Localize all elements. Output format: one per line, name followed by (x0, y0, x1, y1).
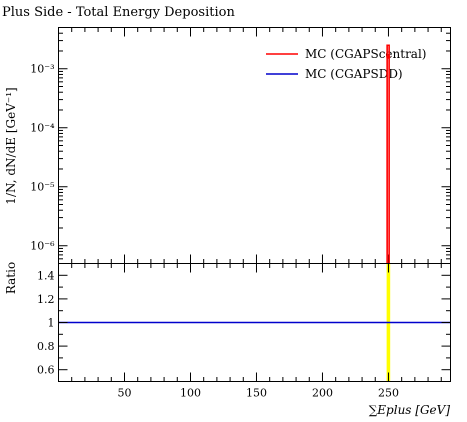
legend-label-series-1: MC (CGAPSDD) (305, 67, 403, 81)
series-line-0 (386, 44, 390, 264)
ratio-y-tick-label: 1 (48, 317, 55, 330)
ratio-y-tick-label: 1.2 (37, 293, 55, 306)
legend: MC (CGAPScentral) MC (CGAPSDD) (266, 47, 426, 81)
main-axis-ticks: 10⁻⁶ 10⁻⁵ 10⁻⁴ 10⁻³ (30, 27, 451, 264)
ratio-y-tick-label: 0.6 (37, 364, 55, 377)
legend-label-series-0: MC (CGAPScentral) (305, 47, 426, 61)
ratio-y-axis-label: Ratio (4, 262, 18, 294)
main-y-tick-label: 10⁻⁵ (30, 181, 54, 194)
main-y-tick-label: 10⁻³ (30, 63, 54, 76)
main-y-tick-label: 10⁻⁶ (30, 240, 55, 253)
ratio-x-tick-label: 150 (246, 387, 267, 400)
main-y-axis-label: 1/N, dN/dE [GeV⁻¹] (4, 87, 18, 204)
ratio-y-tick-label: 0.8 (37, 340, 55, 353)
ratio-x-tick-label: 250 (378, 387, 399, 400)
x-axis-label: ∑Eplus [GeV] (369, 403, 451, 417)
ratio-y-tick-label: 1.4 (37, 269, 55, 282)
main-plot-area (58, 27, 451, 264)
ratio-axis-ticks: 0.6 0.8 1 1.2 1.4 50 100 150 200 250 (37, 263, 451, 400)
series-marker-0 (386, 54, 391, 59)
chart-title: Plus Side - Total Energy Deposition (2, 5, 235, 20)
ratio-x-tick-label: 200 (312, 387, 333, 400)
main-y-tick-label: 10⁻⁴ (30, 122, 55, 135)
ratio-x-tick-label: 100 (180, 387, 201, 400)
main-series-layer (386, 44, 391, 264)
ratio-x-tick-label: 50 (117, 387, 131, 400)
